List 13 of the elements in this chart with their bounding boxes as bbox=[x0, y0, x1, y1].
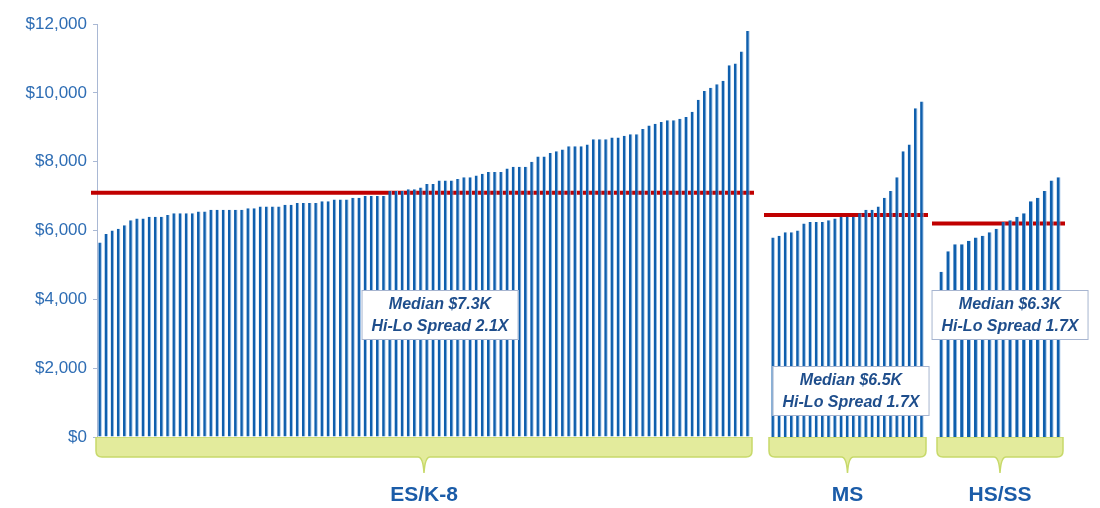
text: MS bbox=[831, 482, 864, 506]
text: ES/K-8 bbox=[390, 482, 458, 506]
text: HS/SS bbox=[968, 482, 1032, 506]
annotation: Median $7.3K Hi-Lo Spread 2.1X bbox=[361, 290, 519, 340]
y-tick-label: $10,000 bbox=[25, 82, 87, 102]
annotation: Median $6.3K Hi-Lo Spread 1.7X bbox=[931, 290, 1089, 340]
y-tick-label: $12,000 bbox=[25, 13, 87, 33]
y-tick-label: $8,000 bbox=[35, 151, 87, 171]
y-tick-label: $4,000 bbox=[35, 289, 87, 309]
y-tick-label: $2,000 bbox=[35, 357, 87, 377]
annotation: Median $6.5K Hi-Lo Spread 1.7X bbox=[772, 366, 930, 416]
y-tick-label: $0 bbox=[68, 426, 87, 446]
y-tick-label: $6,000 bbox=[35, 220, 87, 240]
